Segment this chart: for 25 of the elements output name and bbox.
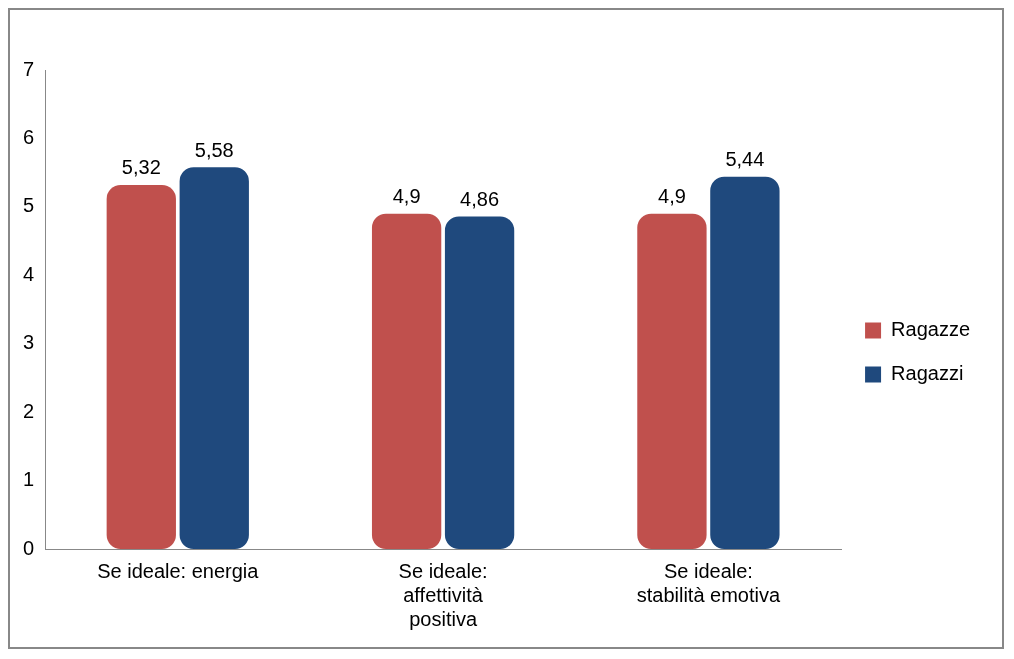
x-tick-label: Se ideale: energia bbox=[97, 559, 260, 582]
bar bbox=[371, 213, 442, 549]
y-tick-label: 6 bbox=[23, 125, 35, 148]
data-label: 5,58 bbox=[194, 138, 234, 161]
legend-label: Ragazzi bbox=[891, 362, 964, 385]
y-tick-label: 4 bbox=[23, 262, 35, 285]
legend-label: Ragazze bbox=[891, 318, 970, 341]
y-tick-label: 0 bbox=[23, 536, 35, 559]
y-tick-label: 5 bbox=[23, 194, 35, 217]
y-tick-label: 1 bbox=[23, 468, 35, 491]
data-label: 4,86 bbox=[460, 187, 500, 210]
bar bbox=[179, 167, 249, 549]
data-label: 4,9 bbox=[658, 185, 686, 208]
bar bbox=[710, 176, 780, 549]
y-tick-label: 2 bbox=[23, 399, 35, 422]
bar bbox=[106, 184, 176, 549]
y-tick-label: 7 bbox=[23, 57, 35, 80]
data-label: 5,44 bbox=[725, 148, 765, 171]
x-tick-label: Se ideale: stabilità emotiva bbox=[636, 559, 781, 606]
data-label: 5,32 bbox=[121, 156, 161, 179]
bar bbox=[637, 213, 707, 549]
x-tick-label: Se ideale: affettività positiva bbox=[398, 559, 488, 630]
bar bbox=[444, 216, 515, 549]
data-label: 4,9 bbox=[392, 185, 421, 208]
y-tick-label: 3 bbox=[23, 331, 35, 354]
